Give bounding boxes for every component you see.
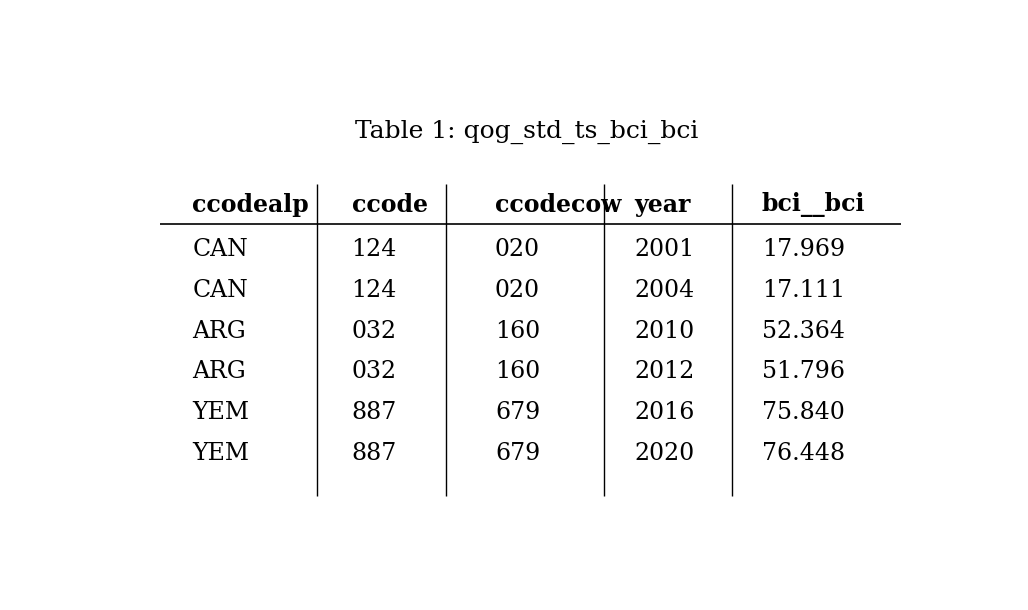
Text: ccodealp: ccodealp: [192, 193, 309, 217]
Text: ccode: ccode: [352, 193, 428, 217]
Text: 887: 887: [352, 442, 397, 465]
Text: 160: 160: [495, 361, 541, 384]
Text: bci__bci: bci__bci: [762, 192, 866, 217]
Text: 679: 679: [495, 442, 541, 465]
Text: 75.840: 75.840: [762, 401, 845, 425]
Text: 52.364: 52.364: [762, 320, 845, 343]
Text: 124: 124: [352, 279, 397, 302]
Text: 17.969: 17.969: [762, 238, 845, 261]
Text: 887: 887: [352, 401, 397, 425]
Text: 2012: 2012: [634, 361, 695, 384]
Text: Table 1: qog_std_ts_bci_bci: Table 1: qog_std_ts_bci_bci: [355, 120, 699, 145]
Text: ARG: ARG: [192, 320, 246, 343]
Text: 17.111: 17.111: [762, 279, 845, 302]
Text: 679: 679: [495, 401, 541, 425]
Text: 2010: 2010: [634, 320, 695, 343]
Text: YEM: YEM: [192, 401, 250, 425]
Text: 76.448: 76.448: [762, 442, 845, 465]
Text: ARG: ARG: [192, 361, 246, 384]
Text: 2016: 2016: [634, 401, 695, 425]
Text: ccodecow: ccodecow: [495, 193, 621, 217]
Text: 2004: 2004: [634, 279, 695, 302]
Text: 020: 020: [495, 279, 540, 302]
Text: 2001: 2001: [634, 238, 695, 261]
Text: YEM: YEM: [192, 442, 250, 465]
Text: 124: 124: [352, 238, 397, 261]
Text: CAN: CAN: [192, 279, 248, 302]
Text: 032: 032: [352, 361, 397, 384]
Text: year: year: [634, 193, 691, 217]
Text: CAN: CAN: [192, 238, 248, 261]
Text: 2020: 2020: [634, 442, 695, 465]
Text: 020: 020: [495, 238, 540, 261]
Text: 51.796: 51.796: [762, 361, 845, 384]
Text: 160: 160: [495, 320, 541, 343]
Text: 032: 032: [352, 320, 397, 343]
